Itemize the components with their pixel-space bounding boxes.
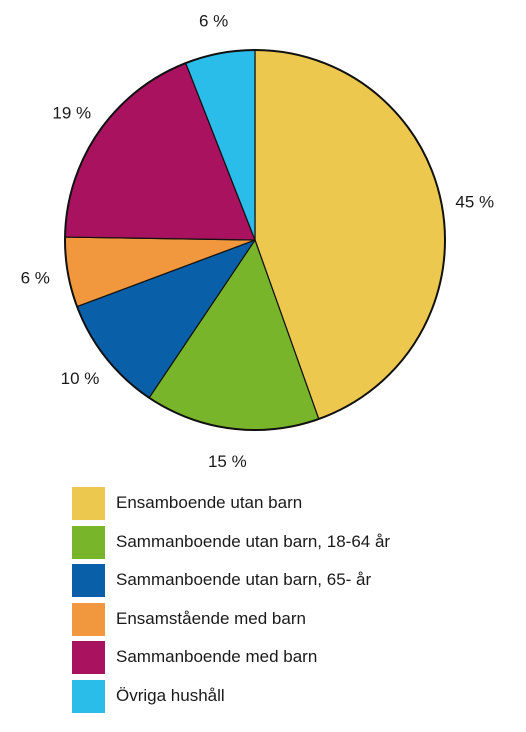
slice-label-2: 10 %: [61, 369, 100, 388]
legend-label: Ensamstående med barn: [116, 608, 306, 628]
legend-swatch: [72, 679, 105, 713]
legend-label: Ensamboende utan barn: [116, 493, 303, 512]
slice-label-1: 15 %: [208, 452, 247, 470]
legend-swatch: [72, 602, 105, 636]
legend-swatch: [72, 641, 105, 674]
legend-swatch: [72, 487, 105, 520]
slice-label-4: 19 %: [52, 103, 91, 122]
legend-swatch: [72, 525, 105, 559]
legend-label: Övriga hushåll: [116, 685, 225, 705]
slice-label-5: 6 %: [199, 11, 228, 30]
legend-swatch: [72, 564, 105, 597]
slice-label-0: 45 %: [455, 193, 494, 212]
slice-label-3: 6 %: [21, 268, 50, 287]
legend-label: Sammanboende med barn: [116, 647, 318, 666]
pie-outline: [64, 49, 446, 431]
pie-chart: 45 % 15 % 10 % 6 % 19 % 6 %: [21, 11, 495, 470]
legend-label: Sammanboende utan barn, 65- år: [116, 570, 372, 589]
legend-label: Sammanboende utan barn, 18-64 år: [116, 531, 391, 551]
